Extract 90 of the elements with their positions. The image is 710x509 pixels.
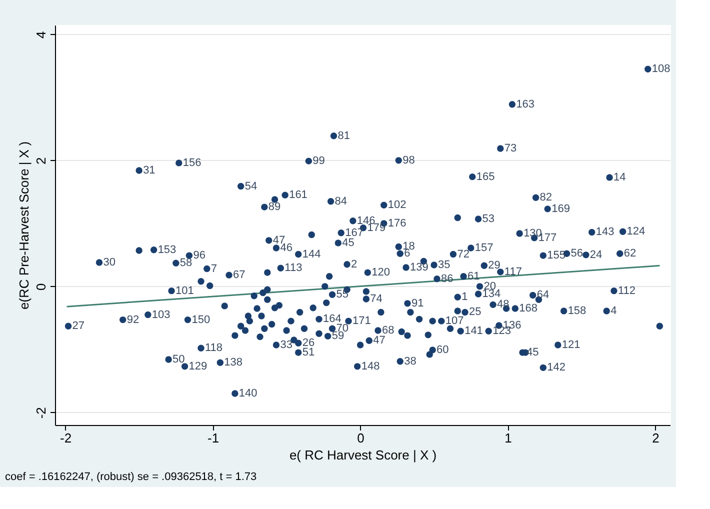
annotation: 144 — [302, 248, 321, 260]
annotation: 158 — [568, 304, 586, 317]
annotation: 120 — [372, 266, 390, 279]
annotation: 103 — [152, 308, 170, 321]
annotation: 7 — [210, 262, 218, 275]
annotation: 29 — [488, 260, 500, 272]
y-tick-label: 4 — [34, 31, 48, 39]
x-tick-label: -2 — [60, 430, 72, 446]
annotation: 82 — [540, 192, 552, 204]
x-tick-label: 2 — [652, 430, 660, 446]
annotation: 143 — [596, 226, 614, 238]
annotation: 74 — [370, 293, 382, 306]
y-axis-title: e(RC Pre-Harvest Score | X ) — [16, 141, 32, 310]
annotation: 121 — [562, 339, 580, 351]
x-axis-title: e( RC Harvest Score | X ) — [289, 448, 437, 462]
annotation: 48 — [497, 298, 510, 311]
annotation: 155 — [547, 250, 566, 262]
annotation: 107 — [445, 315, 464, 328]
annotation: 72 — [457, 248, 470, 260]
annotation: 129 — [188, 360, 208, 372]
annotation: 153 — [158, 244, 176, 256]
annotation: 67 — [233, 269, 246, 282]
annotation: 157 — [474, 242, 494, 254]
annotation: 73 — [504, 142, 517, 154]
annotation: 141 — [464, 325, 483, 338]
annotation: 2 — [351, 258, 358, 270]
x-tick-label: 0 — [357, 430, 364, 446]
annotation: 113 — [284, 262, 302, 274]
annotation: 55 — [336, 288, 349, 301]
annotation: 98 — [402, 154, 415, 166]
annotation: 134 — [482, 288, 501, 300]
annotation: 60 — [436, 344, 449, 356]
annotation: 35 — [438, 259, 450, 271]
annotation: 27 — [72, 320, 85, 332]
annotation: 91 — [411, 297, 424, 310]
annotation: 142 — [547, 362, 566, 374]
annotation: 140 — [238, 388, 258, 400]
annotation: 99 — [312, 155, 325, 168]
annotation: 56 — [570, 248, 584, 260]
annotation: 31 — [143, 164, 156, 177]
annotation: 51 — [302, 346, 315, 359]
annotation: 171 — [352, 315, 371, 328]
annotation: 101 — [176, 284, 194, 297]
annotation: 62 — [624, 248, 636, 260]
annotation: 139 — [410, 262, 428, 274]
text: coef = .16162247, (robust) se = .09362518, t = 1.73 — [5, 471, 257, 483]
annotation: 108 — [652, 63, 670, 76]
annotation: 168 — [519, 302, 538, 314]
annotation: 89 — [268, 201, 281, 214]
annotation: 118 — [205, 342, 223, 354]
annotation: 1 — [462, 291, 468, 304]
annotation: 24 — [590, 248, 602, 261]
annotation: 112 — [618, 284, 636, 297]
annotation: 156 — [182, 156, 202, 169]
annotation: 165 — [476, 170, 495, 183]
annotation: 81 — [338, 130, 350, 142]
annotation: 102 — [388, 199, 406, 212]
annotation: 150 — [192, 314, 210, 326]
x-tick-label: -1 — [208, 430, 220, 446]
annotation: 45 — [342, 236, 354, 249]
annotation: 124 — [626, 226, 646, 238]
annotation: 92 — [126, 314, 140, 326]
y-tick-label: -2 — [34, 407, 48, 419]
annotation: 54 — [244, 180, 258, 192]
annotation: 47 — [373, 334, 386, 347]
annotation: 138 — [224, 356, 243, 369]
annotation: 30 — [103, 256, 116, 268]
x-tick-label: 1 — [504, 430, 512, 446]
annotation: 38 — [404, 355, 416, 368]
annotation: 84 — [334, 195, 348, 208]
y-tick-label: 2 — [34, 157, 48, 165]
annotation: 58 — [180, 257, 192, 270]
annotation: 117 — [504, 266, 522, 278]
annotation: 25 — [469, 306, 482, 318]
annotation: 33 — [280, 339, 292, 351]
annotation: 169 — [552, 202, 570, 215]
annotation: 148 — [361, 360, 380, 372]
annotation: 4 — [610, 304, 617, 317]
annotation: 50 — [172, 353, 185, 366]
annotation: 176 — [388, 217, 406, 230]
annotation: 68 — [382, 324, 394, 337]
annotation: 163 — [516, 98, 535, 110]
annotation: 161 — [289, 189, 308, 202]
annotation: 14 — [614, 171, 626, 184]
annotation: 53 — [482, 213, 495, 226]
annotation: 64 — [536, 289, 550, 302]
y-tick-label: 0 — [34, 283, 48, 291]
annotation: 167 — [345, 226, 364, 239]
annotation: 96 — [193, 250, 206, 262]
annotation: 46 — [280, 242, 292, 254]
